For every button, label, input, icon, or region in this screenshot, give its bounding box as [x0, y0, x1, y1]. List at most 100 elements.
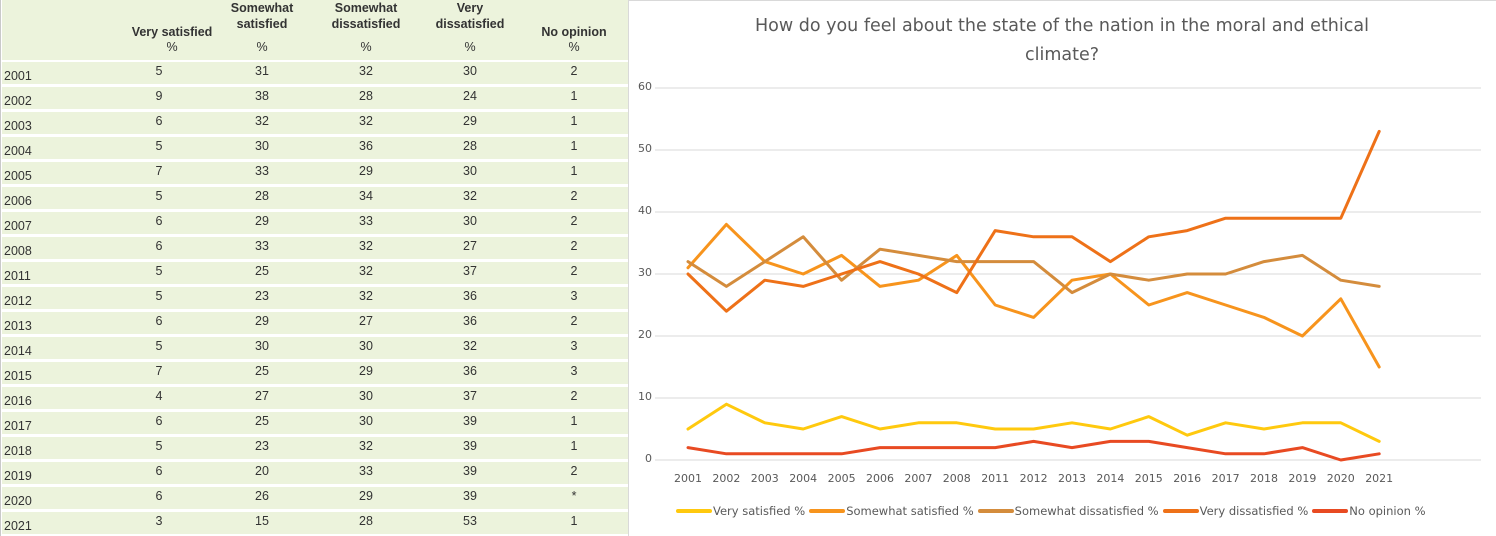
row-value: 32: [255, 114, 269, 128]
table-row: 2007 6 29 33 30 2: [2, 212, 628, 234]
row-value: 1: [570, 414, 578, 428]
row-value: 30: [359, 389, 373, 403]
row-value: 39: [463, 414, 477, 428]
chart-legend: Very satisfied % Somewhat satisfied % Some…: [676, 504, 1430, 518]
row-value: 33: [255, 239, 269, 253]
header-very-satisfied: Very satisfied: [102, 8, 242, 40]
x-tick-label: 2019: [1288, 472, 1317, 485]
row-value: 1: [570, 164, 578, 178]
unit-very-satisfied: %: [166, 40, 178, 54]
row-value: 30: [463, 214, 477, 228]
header-no-opinion: No opinion: [514, 8, 634, 40]
row-value: 29: [359, 164, 373, 178]
chart-title-line1: How do you feel about the state of the n…: [755, 16, 1369, 36]
header-line2: dissatisfied: [435, 17, 505, 31]
row-value: 5: [155, 339, 163, 353]
series-line-somewhat-dissatisfied: [686, 235, 1381, 295]
header-somewhat-dissatisfied: Somewhat dissatisfied: [306, 0, 426, 32]
row-value: 36: [463, 289, 477, 303]
row-value: 6: [155, 114, 163, 128]
table-row: 2006 5 28 34 32 2: [2, 187, 628, 209]
row-year: 2016: [4, 394, 32, 408]
x-tick-label: 2004: [789, 472, 818, 485]
data-table: Very satisfied Somewhat satisfied Somewh…: [0, 0, 628, 536]
row-value: 29: [359, 489, 373, 503]
x-tick-label: 2003: [750, 472, 779, 485]
legend-label: Somewhat satisfied %: [846, 504, 974, 518]
x-tick-label: 2001: [674, 472, 702, 485]
row-value: 5: [155, 289, 163, 303]
row-value: 3: [155, 514, 163, 528]
row-year: 2013: [4, 319, 32, 333]
legend-swatch: [1312, 509, 1349, 513]
row-value: 32: [463, 339, 477, 353]
y-tick-label: 40: [638, 204, 652, 217]
row-value: 5: [155, 139, 163, 153]
row-value: 28: [255, 189, 269, 203]
y-tick-label: 60: [638, 80, 652, 93]
table-row: 2018 5 23 32 39 1: [2, 437, 628, 459]
row-value: 29: [359, 364, 373, 378]
row-year: 2014: [4, 344, 32, 358]
row-value: 32: [359, 114, 373, 128]
row-value: 32: [359, 289, 373, 303]
table-row: 2016 4 27 30 37 2: [2, 387, 628, 409]
row-year: 2017: [4, 419, 32, 433]
row-value: 3: [570, 364, 578, 378]
row-value: 53: [463, 514, 477, 528]
row-value: 28: [359, 89, 373, 103]
header-line1: Somewhat: [230, 1, 294, 15]
row-value: 39: [463, 489, 477, 503]
row-value: 23: [255, 439, 269, 453]
row-value: 29: [255, 314, 269, 328]
row-value: 30: [359, 339, 373, 353]
row-value: 33: [359, 464, 373, 478]
legend-label: Very satisfied %: [713, 504, 806, 518]
row-value: 6: [155, 314, 163, 328]
legend-swatch: [1162, 509, 1199, 513]
row-value: 36: [463, 364, 477, 378]
header-line1: Very: [456, 1, 484, 15]
x-tick-label: 2011: [981, 472, 1010, 485]
row-year: 2020: [4, 494, 32, 508]
series-line-somewhat-satisfied: [686, 222, 1381, 369]
row-value: 38: [255, 89, 269, 103]
row-value: 2: [570, 214, 578, 228]
table-row: 2021 3 15 28 53 1: [2, 512, 628, 534]
row-value: 36: [463, 314, 477, 328]
table-row: 2008 6 33 32 27 2: [2, 237, 628, 259]
row-value: 27: [359, 314, 373, 328]
row-value: 5: [155, 64, 163, 78]
row-value: 9: [155, 89, 163, 103]
series-line-very-dissatisfied: [686, 129, 1381, 313]
row-value: *: [571, 489, 577, 503]
table-row: 2015 7 25 29 36 3: [2, 362, 628, 384]
row-value: 2: [570, 264, 578, 278]
table-row: 2003 6 32 32 29 1: [2, 112, 628, 134]
row-year: 2011: [4, 269, 31, 283]
legend-item: Very dissatisfied %: [1162, 504, 1308, 518]
y-tick-label: 20: [638, 328, 652, 341]
table-row: 2017 6 25 30 39 1: [2, 412, 628, 434]
row-year: 2006: [4, 194, 32, 208]
row-value: 4: [155, 389, 163, 403]
table-row: 2012 5 23 32 36 3: [2, 287, 628, 309]
row-value: 1: [570, 439, 578, 453]
table-row: 2011 5 25 32 37 2: [2, 262, 628, 284]
x-tick-label: 2006: [866, 472, 894, 485]
row-value: 5: [155, 439, 163, 453]
table-row: 2020 6 26 29 39 *: [2, 487, 628, 509]
row-value: 34: [359, 189, 373, 203]
row-value: 32: [359, 439, 373, 453]
x-tick-label: 2002: [712, 472, 741, 485]
header-very-dissatisfied: Very dissatisfied: [410, 0, 530, 32]
row-year: 2003: [4, 119, 32, 133]
row-year: 2001: [4, 69, 32, 83]
header-line2: satisfied: [236, 17, 288, 31]
row-year: 2005: [4, 169, 32, 183]
row-value: 37: [463, 264, 477, 278]
header-line1: Somewhat: [334, 1, 398, 15]
row-value: 7: [155, 164, 163, 178]
x-tick-label: 2018: [1250, 472, 1278, 485]
series-line-no-opinion: [686, 439, 1381, 462]
